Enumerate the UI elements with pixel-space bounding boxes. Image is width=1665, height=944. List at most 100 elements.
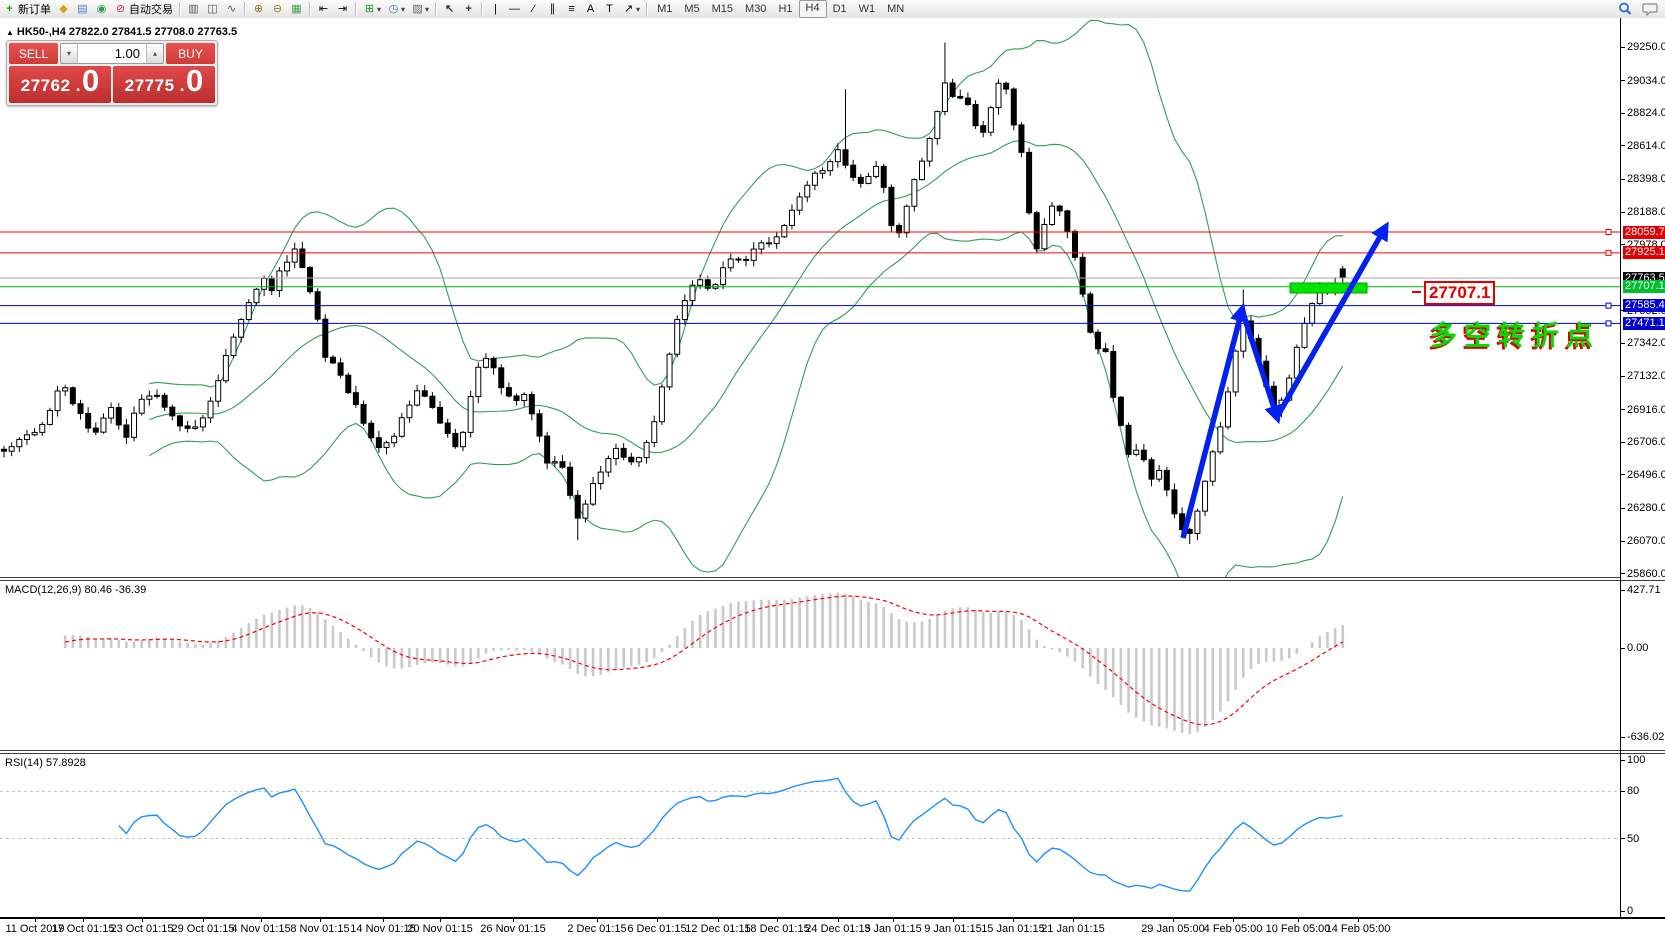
time-tick [142, 919, 143, 922]
channel-tool-icon: ∥ [549, 3, 556, 15]
history-icon[interactable]: ▤ [73, 1, 92, 17]
timeframe-m5-button[interactable]: M5 [684, 3, 700, 15]
new-order-button[interactable]: + 新订单 [0, 1, 54, 17]
bars-chart-icon[interactable]: ▥ [184, 1, 203, 17]
symbol-info: ▲ HK50-,H4 27822.0 27841.5 27708.0 27763.… [6, 26, 237, 38]
sell-button[interactable]: SELL [9, 43, 58, 64]
autotrade-button[interactable]: ⊘ 自动交易 [111, 1, 176, 17]
chevron-down-icon: ▾ [401, 4, 406, 14]
price-tick: 29034.0 [1621, 75, 1665, 87]
price-tick: 26280.0 [1621, 502, 1665, 514]
toolbar-separator [481, 2, 484, 16]
hline-tool-icon: — [509, 3, 521, 15]
buy-price-button[interactable]: 27775 .0 [113, 65, 215, 103]
macd-axis[interactable]: 427.71 0.00 -636.02 [1621, 581, 1665, 750]
sell-price-text: 27762 . [20, 76, 81, 95]
text-tool-icon[interactable]: A [581, 1, 600, 17]
price-tick: 25860.0 [1621, 568, 1665, 580]
main-chart-panel[interactable]: ▲ HK50-,H4 27822.0 27841.5 27708.0 27763.… [0, 18, 1620, 578]
periods-icon[interactable]: ◷ ▾ [384, 1, 408, 17]
crosshair-icon[interactable]: + [459, 1, 478, 17]
time-axis[interactable]: 11 Oct 2019 17 Oct 01:15 23 Oct 01:15 29 Oc… [0, 917, 1665, 944]
trendline-tool-icon[interactable]: ∕ [524, 1, 543, 17]
channel-tool-icon[interactable]: ∥ [543, 1, 562, 17]
toolbar-separator [435, 2, 438, 16]
label-tool-icon: T [606, 3, 613, 15]
toolbar-right-icons [1617, 1, 1665, 17]
volume-down-button[interactable]: ▾ [61, 44, 78, 63]
macd-panel[interactable]: MACD(12,26,9) 80.46 -36.39 [0, 581, 1620, 750]
label-tool-icon[interactable]: T [600, 1, 619, 17]
chat-icon[interactable] [1641, 1, 1659, 17]
zoom-in-icon[interactable]: ⊕ [249, 1, 268, 17]
vline-tool-icon[interactable]: | [486, 1, 505, 17]
time-label: 10 Feb 05:00 [1265, 923, 1331, 935]
line-chart-icon[interactable]: ∿ [222, 1, 241, 17]
rsi-axis[interactable]: 100 80 50 0 [1621, 754, 1665, 917]
sell-price-button[interactable]: 27762 .0 [9, 63, 111, 103]
timeframe-m15-button[interactable]: M15 [711, 3, 734, 15]
time-label: 17 Oct 01:15 [51, 923, 115, 935]
level-price-badge: 27471.1 [1623, 316, 1665, 330]
cursor-icon[interactable]: ↖ [440, 1, 459, 17]
hline-tool-icon[interactable]: — [505, 1, 524, 17]
price-axis[interactable]: 29250.0 29034.0 28824.0 28614.0 28398.0 28188… [1621, 18, 1665, 580]
price-tick: 28824.0 [1621, 107, 1665, 119]
time-label: 15 Jan 01:15 [981, 923, 1045, 935]
candlestick-chart-icon: ◫ [207, 3, 218, 15]
time-tick [203, 919, 204, 922]
tile-windows-icon[interactable]: ▦ [287, 1, 306, 17]
timeframe-d1-button[interactable]: D1 [832, 3, 847, 15]
volume-input[interactable]: 1.00 [78, 44, 146, 63]
timeframe-m30-button[interactable]: M30 [745, 3, 767, 15]
rsi-panel[interactable]: RSI(14) 57.8928 [0, 754, 1620, 917]
timeframe-h4-button[interactable]: H4 [798, 0, 827, 18]
autotrade-icon: ⊘ [115, 3, 126, 15]
time-tick [320, 919, 321, 922]
support-price-label[interactable]: 27707.1 [1424, 281, 1496, 305]
toolbar-separator [309, 2, 311, 16]
symbol-ohlc-text: HK50-,H4 27822.0 27841.5 27708.0 27763.5 [16, 26, 238, 38]
buy-button[interactable]: BUY [166, 43, 215, 64]
vline-tool-icon: | [494, 3, 497, 15]
symbol-collapse-icon[interactable]: ▲ [6, 28, 14, 37]
gold-arrow-icon: ◆ [59, 3, 68, 15]
volume-up-button[interactable]: ▴ [146, 44, 163, 63]
zoom-out-icon[interactable]: ⊖ [268, 1, 287, 17]
macd-chart[interactable] [0, 581, 1620, 750]
time-label: 6 Dec 01:15 [627, 923, 687, 935]
periods-icon: ◷ [388, 3, 399, 15]
time-tick [261, 919, 262, 922]
timeframe-h1-button[interactable]: H1 [778, 3, 793, 15]
one-click-trading-widget: SELL ▾ 1.00 ▴ BUY 27762 .0 27775 .0 [6, 40, 218, 106]
bars-chart-icon: ▥ [188, 3, 199, 15]
sell-price-pip: 0 [81, 63, 100, 98]
rsi-chart[interactable] [0, 754, 1620, 917]
shapes-tool-icon[interactable]: ↗ ▾ [619, 1, 643, 17]
turning-point-annotation[interactable]: 多空转折点 [1430, 321, 1600, 351]
time-tick [1013, 919, 1014, 922]
indicators-icon[interactable]: ⊞ ▾ [360, 1, 384, 17]
timeframe-w1-button[interactable]: W1 [858, 3, 876, 15]
shift-end-icon[interactable]: ⇥ [333, 1, 352, 17]
shift-end-icon: ⇥ [337, 3, 348, 15]
search-icon[interactable] [1617, 1, 1633, 17]
templates-icon[interactable]: ▨ ▾ [408, 1, 432, 17]
candlestick-chart[interactable] [0, 18, 1620, 578]
fibo-tool-icon[interactable]: ≡ [562, 1, 581, 17]
candlestick-chart-icon[interactable]: ◫ [203, 1, 222, 17]
time-label: 29 Oct 01:15 [171, 923, 235, 935]
shift-back-icon[interactable]: ⇤ [314, 1, 333, 17]
time-label: 11 Oct 2019 [5, 923, 65, 935]
timeframe-m1-button[interactable]: M1 [657, 3, 673, 15]
signal-icon[interactable]: ◉ [92, 1, 111, 17]
gold-arrow-icon[interactable]: ◆ [54, 1, 73, 17]
rsi-label: RSI(14) 57.8928 [5, 757, 86, 769]
timeframe-mn-button[interactable]: MN [887, 3, 905, 15]
panel-separator[interactable] [0, 577, 1665, 581]
time-tick [35, 919, 36, 922]
price-tick: 29250.0 [1621, 41, 1665, 53]
panel-separator[interactable] [0, 750, 1665, 754]
price-tick: 28398.0 [1621, 173, 1665, 185]
